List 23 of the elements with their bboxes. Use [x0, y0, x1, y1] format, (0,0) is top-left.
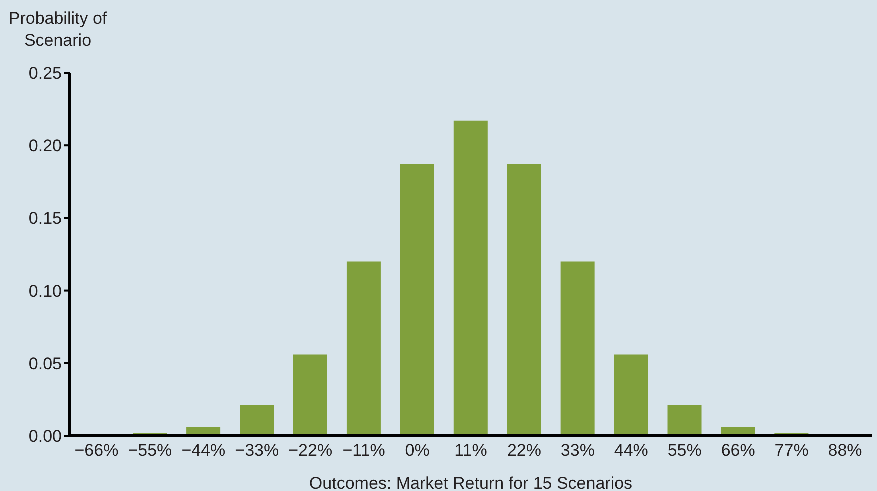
x-tick-label: 66% [721, 441, 756, 460]
x-tick-label: 44% [614, 441, 648, 460]
y-tick-label: 0.25 [28, 64, 62, 84]
y-tick-label: 0.20 [28, 136, 62, 156]
x-tick-label: −22% [288, 441, 333, 460]
y-axis-title: Probability of Scenario [8, 8, 108, 52]
x-tick-label: 33% [560, 441, 595, 460]
x-tick-label: 77% [774, 441, 809, 460]
y-tick-label: 0.05 [28, 354, 62, 374]
x-tick-label: 55% [668, 441, 702, 460]
y-tick-label: 0.15 [28, 209, 62, 228]
y-tick-label: 0.10 [28, 282, 62, 301]
y-tick-label: 0.00 [28, 427, 62, 446]
x-tick-label: −66% [74, 441, 119, 460]
x-tick-label: −33% [235, 441, 280, 460]
x-tick-label: −11% [342, 441, 386, 460]
x-tick-label: −44% [182, 441, 226, 460]
x-tick-label: −55% [128, 441, 172, 460]
x-tick-label: 0% [405, 441, 430, 460]
x-tick-label: 11% [454, 441, 488, 460]
x-tick-label: 88% [828, 441, 862, 460]
x-axis-title: Outcomes: Market Return for 15 Scenarios [309, 474, 633, 491]
x-tick-label: 22% [507, 441, 542, 460]
